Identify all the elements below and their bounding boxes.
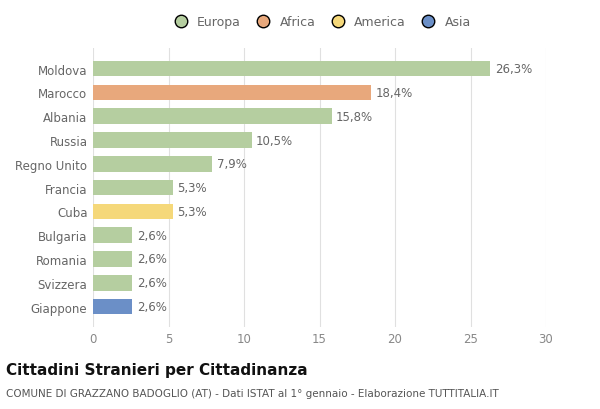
Text: 18,4%: 18,4% <box>376 87 413 100</box>
Text: 2,6%: 2,6% <box>137 229 167 242</box>
Bar <box>93 299 132 315</box>
Bar <box>93 275 132 291</box>
Bar <box>93 62 490 77</box>
Text: COMUNE DI GRAZZANO BADOGLIO (AT) - Dati ISTAT al 1° gennaio - Elaborazione TUTTI: COMUNE DI GRAZZANO BADOGLIO (AT) - Dati … <box>6 388 499 398</box>
Text: 26,3%: 26,3% <box>494 63 532 76</box>
Text: Cittadini Stranieri per Cittadinanza: Cittadini Stranieri per Cittadinanza <box>6 362 308 377</box>
Text: 5,3%: 5,3% <box>178 182 207 195</box>
Legend: Europa, Africa, America, Asia: Europa, Africa, America, Asia <box>166 13 473 31</box>
Text: 2,6%: 2,6% <box>137 300 167 313</box>
Text: 2,6%: 2,6% <box>137 253 167 266</box>
Bar <box>93 204 173 220</box>
Bar <box>93 180 173 196</box>
Bar <box>93 252 132 267</box>
Bar <box>93 228 132 243</box>
Text: 10,5%: 10,5% <box>256 134 293 147</box>
Bar <box>93 157 212 172</box>
Text: 7,9%: 7,9% <box>217 158 247 171</box>
Text: 5,3%: 5,3% <box>178 205 207 218</box>
Text: 15,8%: 15,8% <box>336 110 373 124</box>
Bar <box>93 133 251 148</box>
Bar <box>93 85 371 101</box>
Bar <box>93 109 332 125</box>
Text: 2,6%: 2,6% <box>137 276 167 290</box>
